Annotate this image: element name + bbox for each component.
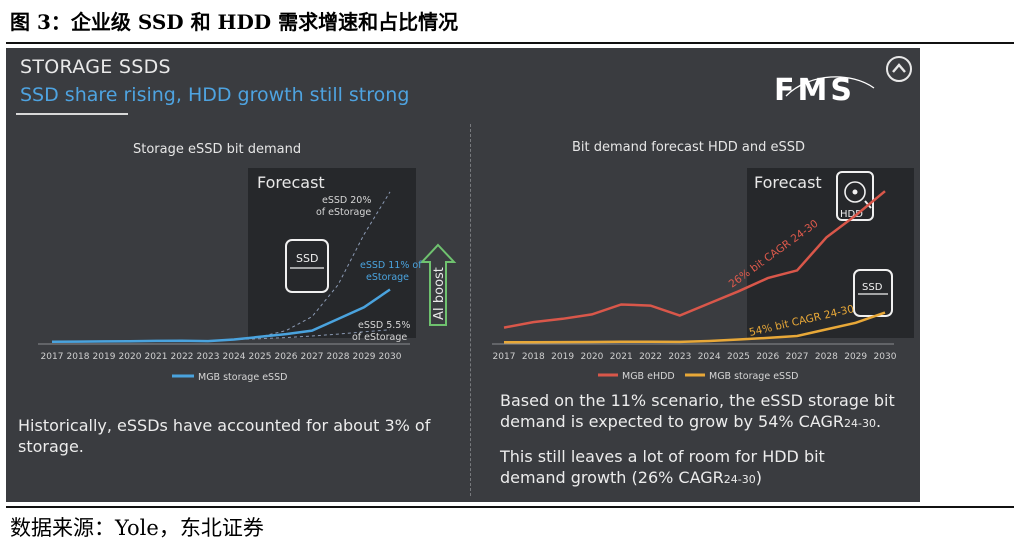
right-x-tick-2023: 2023 (668, 352, 691, 362)
chevron-up-icon[interactable] (884, 54, 914, 84)
right-x-tick-2020: 2020 (580, 352, 603, 362)
ai-boost-label: AI boost (432, 267, 447, 320)
right-legend-label-hdd: MGB eHDD (622, 371, 675, 382)
right-legend-label-ssd: MGB storage eSSD (709, 371, 798, 382)
right-note-2-sub: 24-30 (723, 473, 756, 486)
scenario-5p5pct-label: eSSD 5.5% (358, 320, 410, 331)
essd-demand-line (51, 288, 391, 344)
source-note: 数据来源：Yole，东北证券 (10, 516, 264, 540)
right-x-tick-2022: 2022 (639, 352, 662, 362)
left-x-tick-2018: 2018 (67, 352, 90, 362)
ssd-icon-right-label: SSD (862, 282, 883, 293)
left-x-tick-2025: 2025 (249, 352, 272, 362)
left-x-tick-2026: 2026 (275, 352, 298, 362)
right-x-tick-2025: 2025 (727, 352, 750, 362)
logo-text: FMS (774, 73, 855, 108)
left-legend-label: MGB storage eSSD (198, 372, 287, 383)
fms-logo: FMS (774, 73, 875, 108)
right-x-tick-2030: 2030 (874, 352, 897, 362)
top-rule (6, 42, 1014, 44)
scenario-5p5pct-line (233, 329, 391, 340)
scenario-20pct-sublabel: of eStorage (316, 207, 371, 218)
left-chart: Forecast SSD AI boost 2017 2018 2019 2020 20… (38, 168, 457, 383)
left-note: Historically, eSSDs have accounted for a… (18, 416, 431, 456)
right-note-1: Based on the 11% scenario, the eSSD stor… (500, 390, 895, 434)
right-x-tick-2026: 2026 (756, 352, 779, 362)
left-x-tick-2017: 2017 (41, 352, 64, 362)
right-chart: Forecast HDD SSD 26% bit CAGR 24-30 54% … (492, 168, 914, 382)
subtitle-underline (16, 113, 128, 115)
left-forecast-label: Forecast (257, 173, 325, 192)
ssd-icon-label: SSD (296, 252, 318, 265)
right-x-tick-2021: 2021 (610, 352, 633, 362)
slide-subtitle: SSD share rising, HDD growth still stron… (20, 84, 410, 106)
left-x-tick-2030: 2030 (379, 352, 402, 362)
right-forecast-region (747, 168, 914, 338)
ai-boost-arrow: AI boost (419, 243, 457, 326)
ssd-icon: SSD (285, 239, 329, 293)
left-x-tick-2020: 2020 (119, 352, 142, 362)
right-x-tick-2027: 2027 (786, 352, 809, 362)
scenario-11pct-label: eSSD 11% of (360, 260, 422, 271)
left-x-tick-2022: 2022 (171, 352, 194, 362)
ehdd-demand-line (503, 190, 886, 329)
essd-demand-line-right (503, 311, 886, 344)
left-x-tick-2019: 2019 (93, 352, 116, 362)
right-forecast-label: Forecast (754, 173, 822, 192)
right-note-1-sub: 24-30 (844, 417, 876, 430)
right-note-2: This still leaves a lot of room for HDD … (500, 446, 895, 490)
scenario-11pct-sublabel: eStorage (366, 272, 409, 283)
right-note-2-text: This still leaves a lot of room for HDD … (500, 447, 825, 487)
logo-arc (785, 76, 875, 97)
right-x-tick-2018: 2018 (522, 352, 545, 362)
left-x-tick-2029: 2029 (353, 352, 376, 362)
right-chart-title: Bit demand forecast HDD and eSSD (572, 140, 805, 155)
hdd-icon-label: HDD (840, 209, 863, 220)
panel-divider (470, 124, 471, 496)
left-x-tick-2023: 2023 (197, 352, 220, 362)
right-x-tick-2028: 2028 (815, 352, 838, 362)
right-x-tick-2024: 2024 (698, 352, 721, 362)
right-x-tick-2029: 2029 (844, 352, 867, 362)
right-x-tick-2019: 2019 (551, 352, 574, 362)
left-x-tick-2021: 2021 (145, 352, 168, 362)
left-x-tick-2024: 2024 (223, 352, 246, 362)
right-note-1-text: Based on the 11% scenario, the eSSD stor… (500, 391, 895, 431)
right-x-tick-2017: 2017 (493, 352, 516, 362)
left-x-tick-2027: 2027 (301, 352, 324, 362)
right-note-1-end: . (876, 412, 882, 431)
left-x-tick-2028: 2028 (327, 352, 350, 362)
right-x-ticks: 2017 2018 2019 2020 2021 2022 2023 2024 2025 2026… (493, 352, 897, 362)
scenario-5p5pct-sublabel: of eStorage (352, 332, 407, 343)
left-forecast-region (248, 168, 416, 338)
slide-title: STORAGE SSDS (20, 56, 171, 78)
right-note-2-end: ) (755, 468, 762, 487)
figure-title: 图 3：企业级 SSD 和 HDD 需求增速和占比情况 (10, 10, 459, 34)
bottom-rule (6, 506, 1014, 508)
scenario-20pct-label: eSSD 20% (322, 195, 371, 206)
left-chart-title: Storage eSSD bit demand (133, 142, 302, 157)
left-x-ticks: 2017 2018 2019 2020 2021 2022 2023 2024 2025 2026… (41, 352, 402, 362)
